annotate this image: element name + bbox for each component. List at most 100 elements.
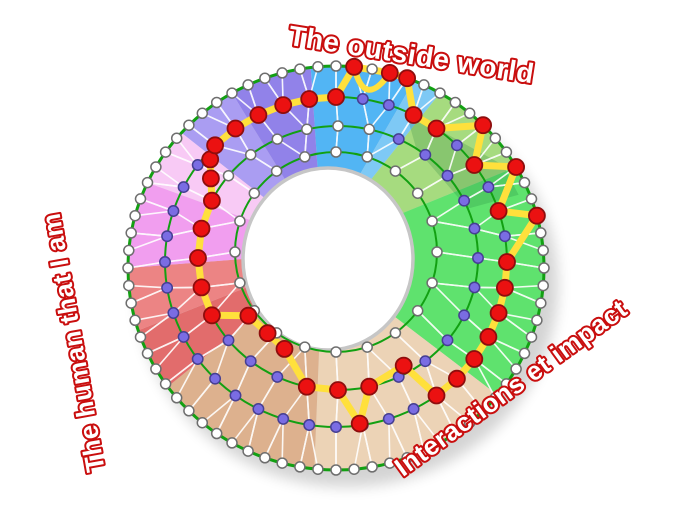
wheel-node[interactable] (363, 123, 375, 136)
wheel-node[interactable] (510, 363, 522, 375)
wheel-node[interactable] (294, 63, 306, 75)
wheel-node[interactable] (167, 307, 180, 319)
wheel-node[interactable] (312, 463, 324, 475)
wheel-node[interactable] (122, 262, 134, 274)
wheel-node[interactable] (150, 161, 162, 173)
wheel-node[interactable] (463, 107, 476, 120)
wheel-node[interactable] (419, 148, 432, 161)
wheel-node[interactable] (159, 378, 172, 390)
wheel-node[interactable] (498, 230, 511, 243)
wheel-node[interactable] (441, 334, 454, 347)
wheel-node[interactable] (161, 281, 174, 294)
sector-red-light[interactable] (128, 259, 248, 331)
red-node[interactable] (360, 377, 379, 396)
wheel-node[interactable] (426, 215, 438, 227)
wheel-node[interactable] (434, 87, 446, 99)
red-node[interactable] (479, 327, 498, 346)
wheel-node[interactable] (209, 372, 222, 385)
wheel-node[interactable] (361, 151, 373, 163)
wheel-node[interactable] (500, 378, 513, 390)
wheel-node[interactable] (170, 132, 183, 144)
wheel-node[interactable] (449, 427, 462, 440)
wheel-node[interactable] (129, 314, 141, 327)
wheel-node[interactable] (431, 246, 443, 258)
red-node[interactable] (202, 306, 221, 325)
wheel-node[interactable] (458, 309, 471, 322)
wheel-node[interactable] (177, 181, 190, 194)
wheel-node[interactable] (525, 331, 538, 343)
wheel-node[interactable] (210, 96, 223, 109)
wheel-node[interactable] (226, 87, 238, 99)
wheel-node[interactable] (270, 165, 283, 177)
wheel-node[interactable] (299, 151, 311, 163)
wheel-node[interactable] (389, 327, 402, 339)
red-node[interactable] (474, 116, 493, 135)
wheel-node[interactable] (518, 176, 531, 189)
red-node[interactable] (329, 381, 347, 399)
wheel-node[interactable] (330, 346, 342, 358)
wheel-node[interactable] (489, 392, 502, 404)
wheel-node[interactable] (537, 279, 549, 292)
wheel-node[interactable] (426, 277, 438, 289)
wheel-node[interactable] (123, 279, 135, 292)
red-node[interactable] (394, 356, 413, 375)
wheel-node[interactable] (229, 246, 241, 258)
wheel-node[interactable] (301, 123, 313, 136)
red-node[interactable] (427, 119, 446, 138)
wheel-node[interactable] (489, 132, 502, 144)
red-node[interactable] (350, 414, 369, 433)
wheel-node[interactable] (458, 194, 471, 207)
wheel-node[interactable] (330, 421, 342, 433)
wheel-node[interactable] (259, 72, 271, 84)
wheel-node[interactable] (276, 67, 288, 79)
wheel-node[interactable] (366, 63, 378, 75)
wheel-node[interactable] (407, 403, 420, 415)
red-node[interactable] (427, 386, 446, 405)
wheel-node[interactable] (535, 297, 547, 309)
wheel-node[interactable] (294, 461, 306, 473)
wheel-node[interactable] (141, 176, 154, 189)
wheel-node[interactable] (361, 341, 373, 353)
wheel-node[interactable] (449, 96, 462, 109)
wheel-node[interactable] (330, 60, 342, 72)
red-node[interactable] (226, 119, 245, 138)
sector-purple-light[interactable] (181, 93, 286, 199)
wheel-node[interactable] (242, 79, 254, 91)
wheel-node[interactable] (366, 461, 378, 473)
wheel-node[interactable] (177, 330, 190, 343)
red-node[interactable] (398, 69, 417, 88)
wheel-node[interactable] (210, 427, 223, 440)
red-node[interactable] (507, 158, 525, 176)
wheel-node[interactable] (259, 452, 271, 464)
wheel-node[interactable] (134, 331, 147, 343)
wheel-node[interactable] (348, 463, 360, 475)
wheel-node[interactable] (229, 389, 242, 402)
wheel-node[interactable] (252, 403, 265, 415)
wheel-node[interactable] (222, 169, 235, 182)
wheel-node[interactable] (150, 363, 162, 375)
sector-pink[interactable] (128, 182, 251, 268)
wheel-node[interactable] (468, 222, 481, 235)
wheel-node[interactable] (531, 314, 543, 327)
wheel-node[interactable] (477, 405, 489, 417)
red-node[interactable] (239, 306, 258, 325)
wheel-node[interactable] (441, 169, 454, 182)
wheel-node[interactable] (242, 445, 254, 457)
red-node[interactable] (300, 90, 319, 108)
red-node[interactable] (489, 304, 508, 322)
red-node[interactable] (495, 278, 514, 297)
red-node[interactable] (189, 249, 207, 267)
sector-blue-light[interactable] (359, 80, 440, 181)
wheel-node[interactable] (500, 146, 513, 158)
wheel-node[interactable] (330, 146, 342, 158)
wheel-node[interactable] (434, 437, 446, 449)
wheel-node[interactable] (463, 416, 476, 429)
red-node[interactable] (528, 206, 546, 225)
red-node[interactable] (404, 106, 423, 124)
wheel-node[interactable] (472, 252, 484, 264)
wheel-node[interactable] (468, 281, 481, 294)
wheel-node[interactable] (141, 347, 154, 360)
wheel-node[interactable] (537, 244, 549, 257)
wheel-node[interactable] (384, 457, 396, 469)
wheel-node[interactable] (525, 193, 538, 205)
